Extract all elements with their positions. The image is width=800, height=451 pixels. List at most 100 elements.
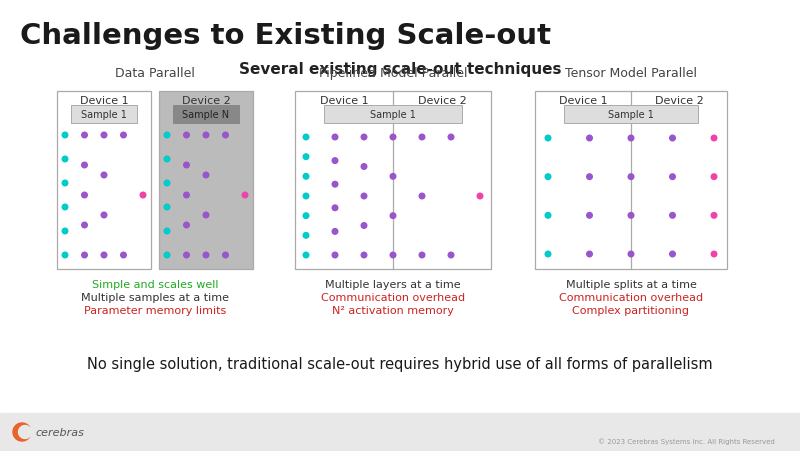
Circle shape [628,175,634,180]
Circle shape [332,158,338,164]
Text: Device 2: Device 2 [182,96,230,106]
FancyBboxPatch shape [325,106,462,124]
Text: Multiple samples at a time: Multiple samples at a time [81,292,229,302]
Circle shape [586,136,592,142]
Circle shape [303,194,309,199]
Circle shape [101,173,107,179]
Circle shape [303,155,309,160]
Text: Device 1: Device 1 [80,96,128,106]
Circle shape [448,253,454,258]
FancyBboxPatch shape [535,92,727,269]
Circle shape [303,233,309,239]
Bar [0,413,800,451]
Circle shape [184,193,190,198]
Text: Device 2: Device 2 [654,96,703,106]
Circle shape [203,173,209,179]
Circle shape [628,213,634,219]
Circle shape [332,135,338,141]
Circle shape [140,193,146,198]
Text: Pipelined Model Parallel: Pipelined Model Parallel [318,67,467,80]
Text: Simple and scales well: Simple and scales well [92,279,218,290]
Circle shape [62,205,68,210]
FancyBboxPatch shape [173,106,239,124]
Circle shape [670,175,675,180]
Circle shape [101,253,107,258]
Circle shape [164,205,170,210]
Text: Multiple splits at a time: Multiple splits at a time [566,279,697,290]
Circle shape [546,136,550,142]
FancyBboxPatch shape [57,92,151,269]
Circle shape [82,163,87,168]
Text: Device 1: Device 1 [558,96,607,106]
Circle shape [303,253,309,258]
Circle shape [184,163,190,168]
Text: Sample N: Sample N [182,110,230,120]
Circle shape [82,193,87,198]
Circle shape [62,229,68,234]
Circle shape [628,252,634,257]
Circle shape [419,194,425,199]
Text: Sample 1: Sample 1 [370,110,416,120]
Circle shape [419,253,425,258]
Text: © 2023 Cerebras Systems Inc. All Rights Reserved: © 2023 Cerebras Systems Inc. All Rights … [598,437,775,444]
Circle shape [164,133,170,138]
Circle shape [101,133,107,138]
Circle shape [546,213,550,219]
Circle shape [362,135,366,141]
Text: Multiple layers at a time: Multiple layers at a time [325,279,461,290]
Circle shape [390,135,396,141]
Circle shape [586,213,592,219]
Circle shape [448,135,454,141]
Circle shape [332,253,338,258]
Circle shape [711,252,717,257]
Circle shape [121,253,126,258]
Text: Complex partitioning: Complex partitioning [573,305,690,315]
Wedge shape [13,423,30,441]
Text: No single solution, traditional scale-out requires hybrid use of all forms of pa: No single solution, traditional scale-ou… [87,356,713,371]
FancyBboxPatch shape [295,92,491,269]
Circle shape [62,181,68,186]
Text: Challenges to Existing Scale-out: Challenges to Existing Scale-out [20,22,551,50]
Circle shape [628,136,634,142]
Circle shape [62,253,68,258]
Circle shape [390,253,396,258]
Circle shape [164,253,170,258]
Circle shape [546,175,550,180]
Circle shape [670,252,675,257]
Text: Device 1: Device 1 [320,96,368,106]
Circle shape [62,157,68,162]
Circle shape [362,194,366,199]
Text: Communication overhead: Communication overhead [321,292,465,302]
Circle shape [670,136,675,142]
Circle shape [62,133,68,138]
Circle shape [546,252,550,257]
Circle shape [362,253,366,258]
Circle shape [670,213,675,219]
Circle shape [332,182,338,188]
Circle shape [203,133,209,138]
Circle shape [242,193,248,198]
Circle shape [82,253,87,258]
Circle shape [390,174,396,180]
Circle shape [184,223,190,228]
Circle shape [477,194,483,199]
Text: Sample 1: Sample 1 [608,110,654,120]
FancyBboxPatch shape [564,106,698,124]
Circle shape [222,253,228,258]
Circle shape [82,133,87,138]
Text: N² activation memory: N² activation memory [332,305,454,315]
Circle shape [164,157,170,162]
Circle shape [390,213,396,219]
Text: Data Parallel: Data Parallel [115,67,195,80]
Circle shape [419,135,425,141]
Circle shape [586,175,592,180]
Circle shape [332,206,338,211]
Text: Tensor Model Parallel: Tensor Model Parallel [565,67,697,80]
Circle shape [82,223,87,228]
Text: Communication overhead: Communication overhead [559,292,703,302]
Circle shape [184,133,190,138]
Circle shape [203,213,209,218]
Circle shape [184,253,190,258]
Circle shape [711,213,717,219]
Text: Sample 1: Sample 1 [81,110,127,120]
